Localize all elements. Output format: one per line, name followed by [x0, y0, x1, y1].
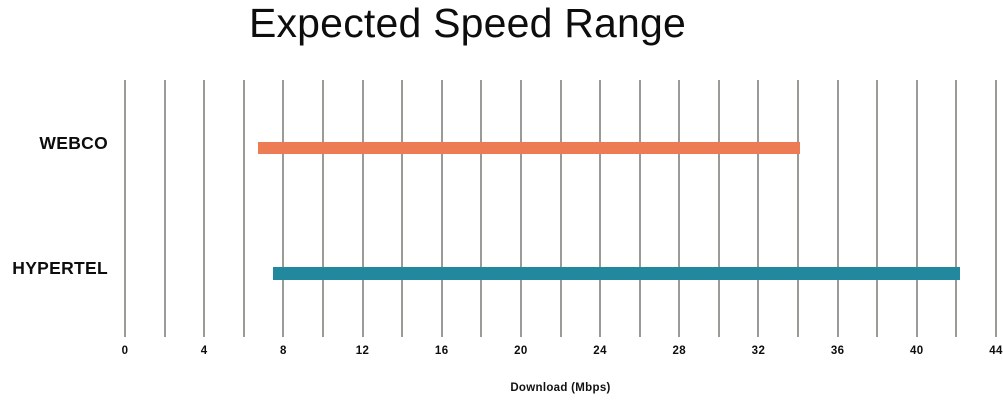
gridline: [203, 80, 206, 337]
category-label-hypertel: HYPERTEL: [12, 258, 108, 278]
plot-area: [124, 80, 997, 337]
gridline: [124, 80, 126, 337]
x-tick-label: 40: [910, 345, 924, 357]
gridline: [717, 80, 720, 337]
gridline: [955, 80, 958, 337]
gridline: [836, 80, 839, 337]
gridline: [638, 80, 641, 337]
gridline: [876, 80, 879, 337]
gridline: [361, 80, 364, 337]
gridline: [480, 80, 483, 337]
gridline: [678, 80, 681, 337]
gridline: [321, 80, 324, 337]
gridline: [401, 80, 404, 337]
gridline: [797, 80, 800, 337]
gridline: [163, 80, 166, 337]
gridline: [599, 80, 602, 337]
x-tick-label: 4: [200, 345, 208, 357]
x-tick-label: 32: [751, 345, 766, 357]
bar-webco[interactable]: [257, 142, 801, 154]
x-tick-label: 20: [514, 345, 528, 357]
x-tick-label: 24: [593, 345, 607, 357]
x-tick-label: 0: [121, 345, 129, 357]
x-tick-label: 28: [672, 345, 687, 357]
gridline: [757, 80, 760, 337]
gridline: [559, 80, 562, 337]
gridline: [519, 80, 522, 337]
x-axis-title: Download (Mbps): [510, 382, 611, 394]
bar-hypertel[interactable]: [273, 266, 961, 280]
x-tick-label: 12: [355, 345, 370, 357]
x-tick-label: 36: [830, 345, 845, 357]
gridline: [995, 80, 997, 337]
gridline: [915, 80, 918, 337]
chart-title: Expected Speed Range: [248, 0, 687, 46]
category-label-webco: WEBCO: [39, 133, 108, 153]
gridline: [282, 80, 285, 337]
gridline: [440, 80, 443, 337]
x-tick-label: 16: [434, 345, 449, 357]
x-tick-label: 8: [279, 345, 287, 357]
x-tick-label: 44: [989, 345, 1003, 357]
gridline: [242, 80, 245, 337]
